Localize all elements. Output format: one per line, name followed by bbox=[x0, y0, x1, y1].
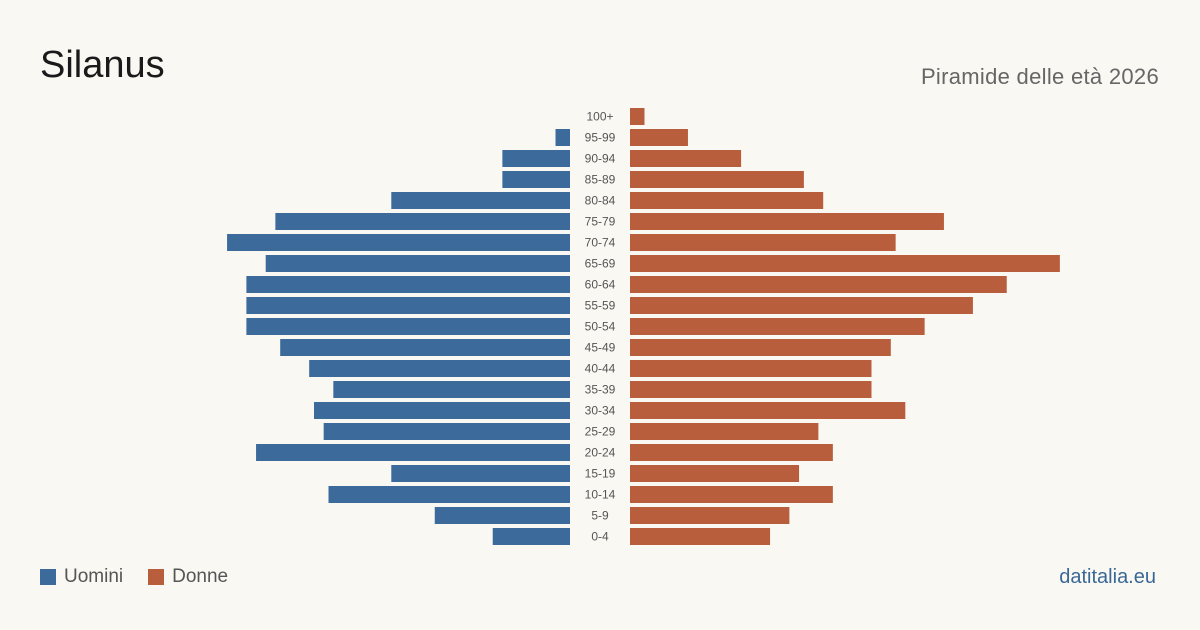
page-title: Silanus bbox=[40, 44, 165, 86]
bar-women-30-34 bbox=[630, 402, 906, 419]
bar-women-5-9 bbox=[630, 507, 790, 524]
age-label-15-19: 15-19 bbox=[585, 467, 616, 481]
bar-women-10-14 bbox=[630, 486, 833, 503]
bar-women-65-69 bbox=[630, 255, 1060, 272]
bar-women-85-89 bbox=[630, 171, 804, 188]
age-label-0-4: 0-4 bbox=[591, 530, 609, 544]
bar-women-70-74 bbox=[630, 234, 896, 251]
bar-women-25-29 bbox=[630, 423, 819, 440]
bar-men-0-4 bbox=[492, 528, 570, 545]
bar-men-50-54 bbox=[246, 318, 570, 335]
bar-men-90-94 bbox=[502, 150, 570, 167]
age-label-55-59: 55-59 bbox=[585, 299, 616, 313]
bar-men-70-74 bbox=[227, 234, 570, 251]
age-label-50-54: 50-54 bbox=[585, 320, 616, 334]
bar-men-35-39 bbox=[333, 381, 570, 398]
bar-men-45-49 bbox=[280, 339, 570, 356]
bar-women-90-94 bbox=[630, 150, 742, 167]
bar-men-60-64 bbox=[246, 276, 570, 293]
bar-men-95-99 bbox=[555, 129, 570, 146]
bar-men-30-34 bbox=[314, 402, 570, 419]
bar-women-55-59 bbox=[630, 297, 973, 314]
legend-item-men: Uomini bbox=[40, 566, 123, 588]
age-label-5-9: 5-9 bbox=[591, 509, 609, 523]
age-label-40-44: 40-44 bbox=[585, 362, 616, 376]
brand-link[interactable]: datitalia.eu bbox=[1059, 566, 1156, 588]
bar-women-45-49 bbox=[630, 339, 891, 356]
age-label-20-24: 20-24 bbox=[585, 446, 616, 460]
bar-women-40-44 bbox=[630, 360, 872, 377]
bar-women-80-84 bbox=[630, 192, 824, 209]
legend-swatch-men bbox=[40, 569, 56, 585]
age-label-60-64: 60-64 bbox=[585, 278, 616, 292]
legend-item-women: Donne bbox=[148, 566, 228, 588]
bar-women-20-24 bbox=[630, 444, 833, 461]
age-label-75-79: 75-79 bbox=[585, 215, 616, 229]
bar-women-15-19 bbox=[630, 465, 800, 482]
bar-men-20-24 bbox=[256, 444, 570, 461]
chart-subtitle: Piramide delle età 2026 bbox=[920, 64, 1159, 89]
bar-men-5-9 bbox=[434, 507, 570, 524]
bar-women-50-54 bbox=[630, 318, 925, 335]
age-label-25-29: 25-29 bbox=[585, 425, 616, 439]
legend-label-men: Uomini bbox=[64, 566, 124, 587]
bar-men-85-89 bbox=[502, 171, 570, 188]
bar-men-40-44 bbox=[309, 360, 570, 377]
legend-swatch-women bbox=[148, 569, 165, 585]
bar-men-15-19 bbox=[391, 465, 570, 482]
age-label-95-99: 95-99 bbox=[585, 131, 616, 145]
bar-men-55-59 bbox=[246, 297, 570, 314]
bar-men-25-29 bbox=[323, 423, 570, 440]
age-label-90-94: 90-94 bbox=[585, 152, 616, 166]
bar-women-100-plus bbox=[630, 108, 645, 125]
legend-label-women: Donne bbox=[172, 566, 229, 587]
bar-men-65-69 bbox=[265, 255, 570, 272]
bar-women-35-39 bbox=[630, 381, 872, 398]
age-label-35-39: 35-39 bbox=[585, 383, 616, 397]
bar-men-10-14 bbox=[328, 486, 570, 503]
bar-women-0-4 bbox=[630, 528, 771, 545]
legend: Uomini Donne bbox=[40, 566, 253, 588]
age-label-85-89: 85-89 bbox=[585, 173, 616, 187]
age-label-100-plus: 100+ bbox=[586, 110, 613, 124]
age-label-65-69: 65-69 bbox=[585, 257, 616, 271]
bar-women-75-79 bbox=[630, 213, 944, 230]
bar-men-80-84 bbox=[391, 192, 570, 209]
age-label-45-49: 45-49 bbox=[585, 341, 616, 355]
age-label-10-14: 10-14 bbox=[585, 488, 616, 502]
age-label-30-34: 30-34 bbox=[585, 404, 616, 418]
bar-women-95-99 bbox=[630, 129, 688, 146]
bar-women-60-64 bbox=[630, 276, 1007, 293]
bar-men-75-79 bbox=[275, 213, 570, 230]
age-label-70-74: 70-74 bbox=[585, 236, 616, 250]
age-label-80-84: 80-84 bbox=[585, 194, 616, 208]
